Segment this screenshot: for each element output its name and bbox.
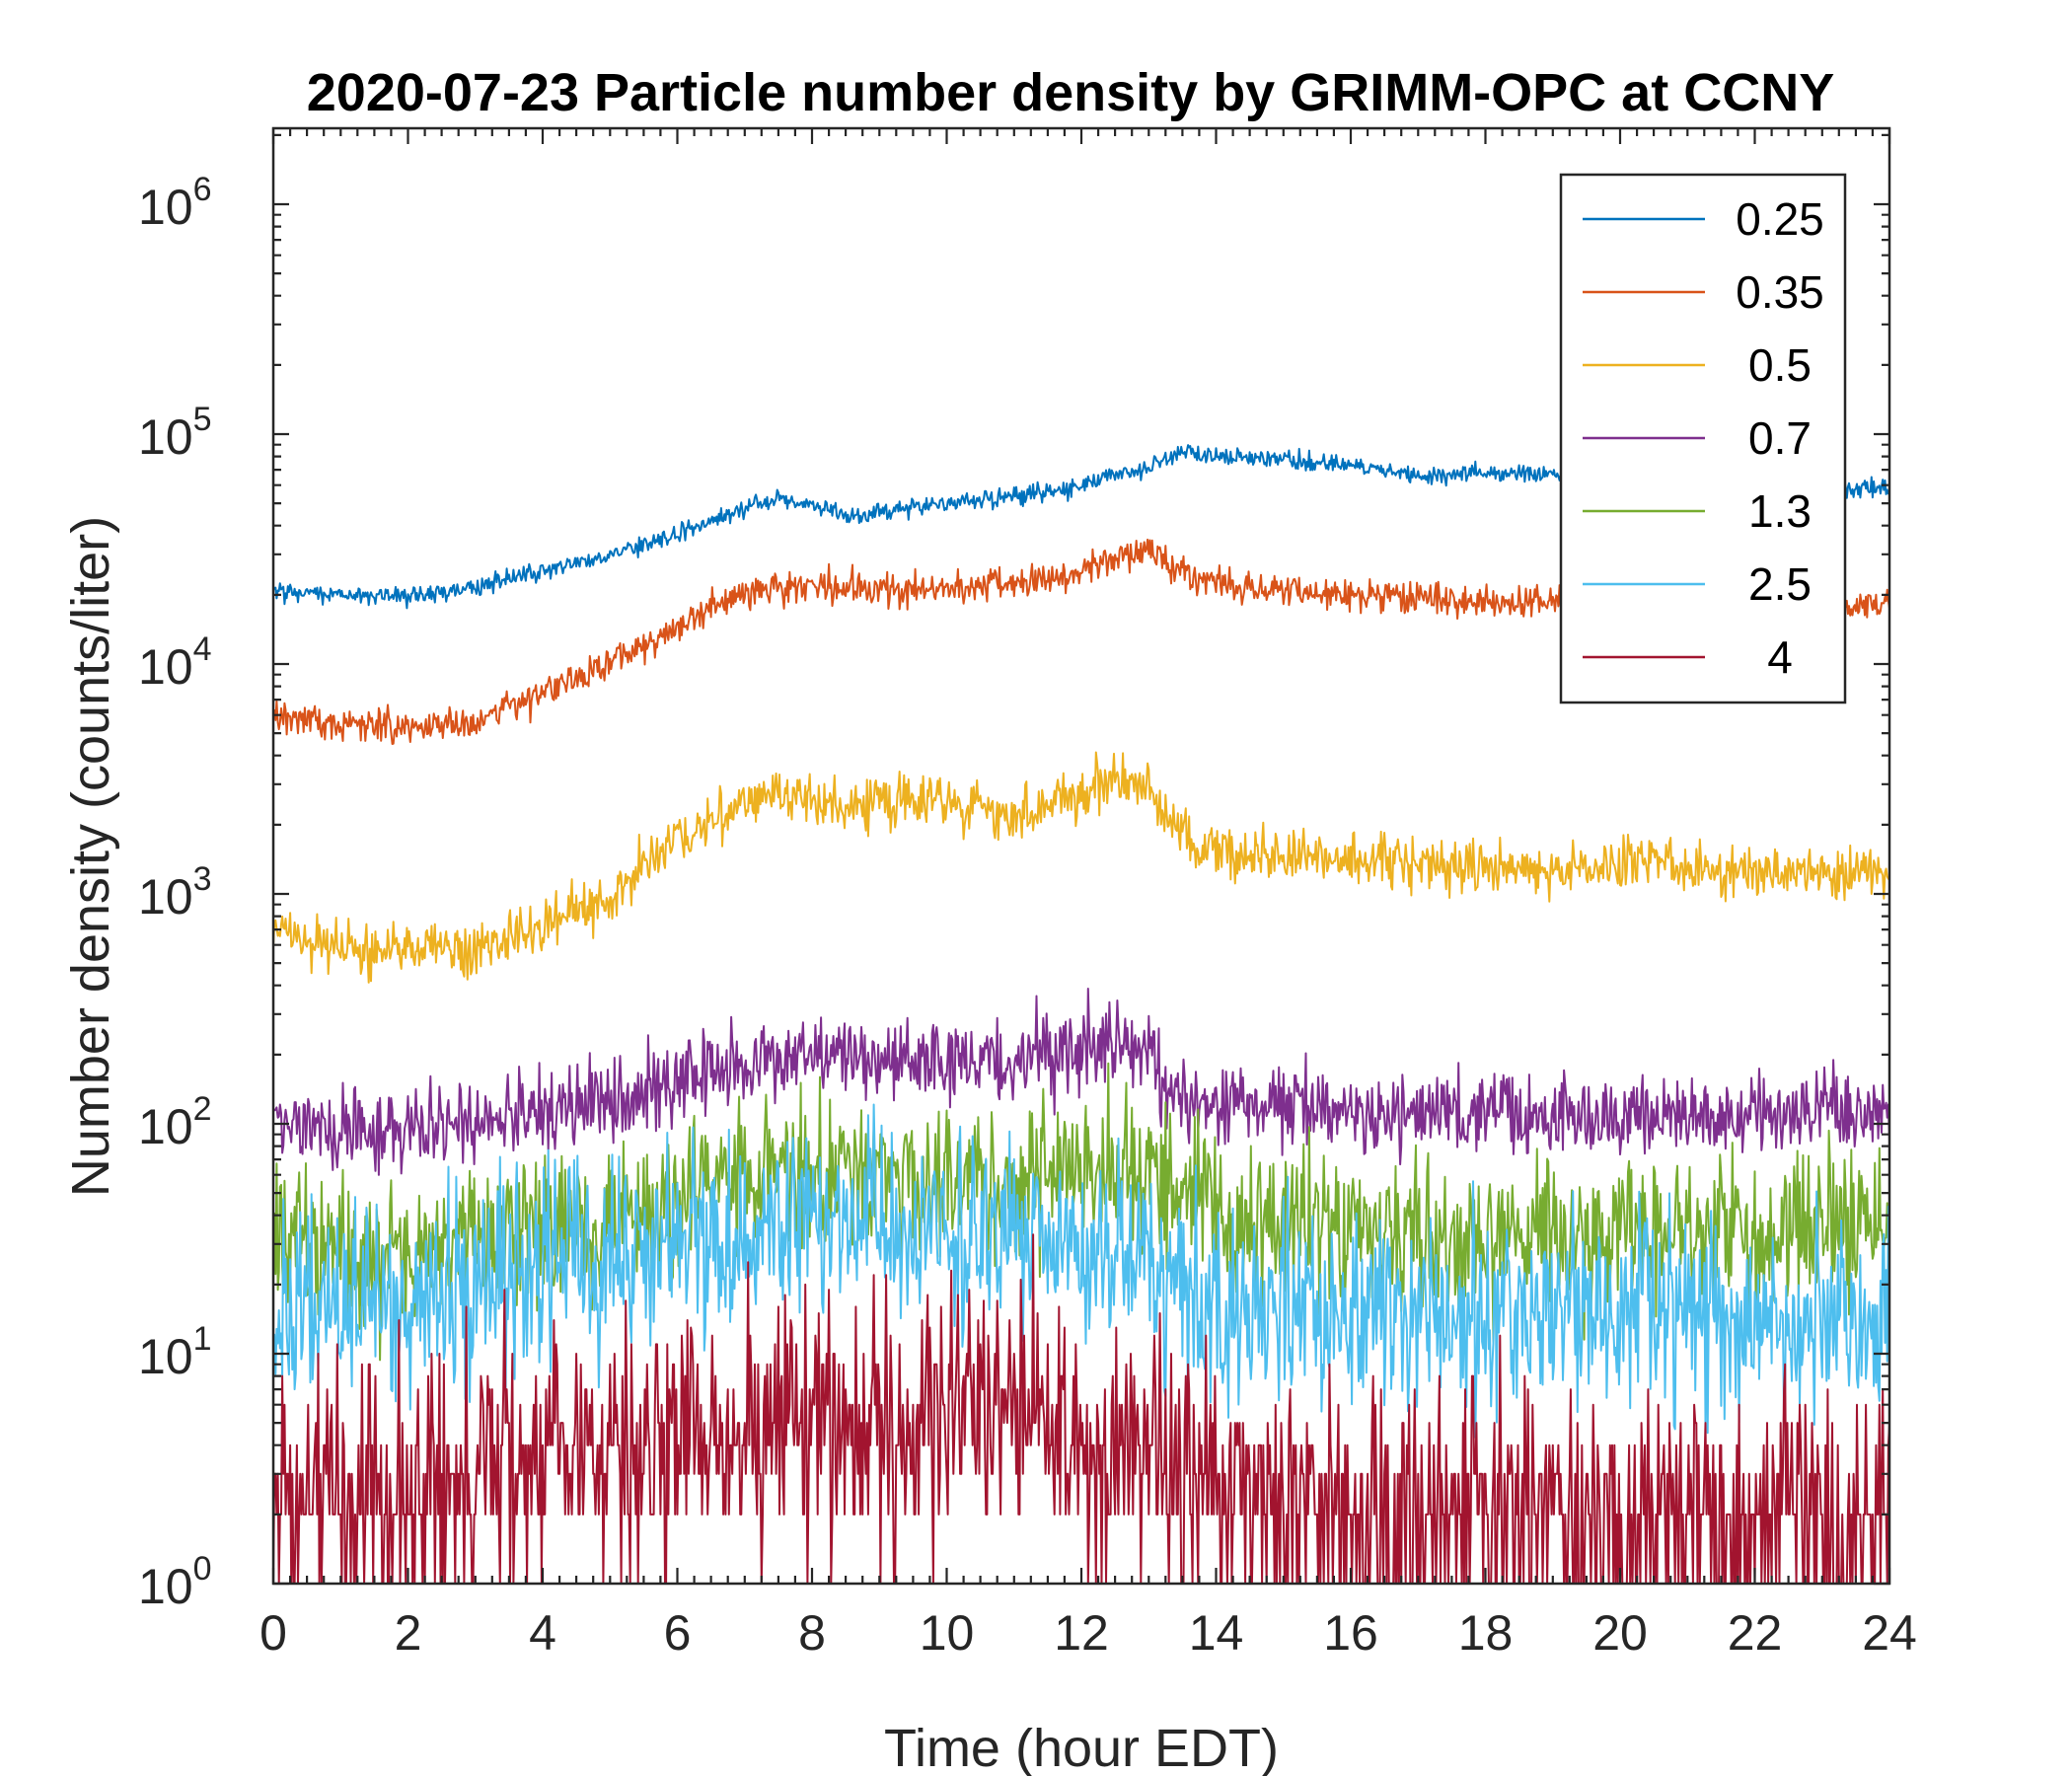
minor-ticks — [273, 128, 1889, 1584]
series-line-0.7 — [272, 988, 1890, 1176]
series-layer — [272, 444, 1890, 1585]
series-line-0.5 — [272, 751, 1890, 984]
y-tick-labels: 100 101 102 103 104 105 106 — [138, 171, 212, 1614]
y-tick-label: 101 — [138, 1320, 212, 1384]
legend-label-0.5: 0.5 — [1748, 339, 1812, 391]
legend: 0.25 0.35 0.5 0.7 1.3 2.5 4 — [1559, 173, 1847, 704]
y-tick-label: 104 — [138, 630, 212, 695]
y-tick-label: 103 — [138, 860, 212, 925]
x-tick-labels: 0 2 4 6 8 10 12 14 16 18 20 22 24 — [259, 1605, 1917, 1661]
legend-label-1.3: 1.3 — [1748, 485, 1812, 537]
x-tick-label: 8 — [798, 1605, 826, 1661]
x-tick-label: 2 — [395, 1605, 422, 1661]
y-tick-label: 102 — [138, 1090, 212, 1154]
y-axis-label: Number density (counts/liter) — [61, 516, 120, 1197]
y-tick-label: 106 — [138, 171, 212, 235]
legend-label-0.25: 0.25 — [1736, 193, 1824, 245]
x-tick-label: 0 — [259, 1605, 287, 1661]
x-tick-label: 14 — [1189, 1605, 1244, 1661]
x-tick-label: 6 — [664, 1605, 692, 1661]
legend-label-0.7: 0.7 — [1748, 412, 1812, 464]
legend-label-0.35: 0.35 — [1736, 266, 1824, 318]
major-ticks — [271, 128, 1891, 1586]
ticks-layer — [271, 128, 1891, 1586]
series-line-2.5 — [272, 1103, 1890, 1439]
chart-title: 2020-07-23 Particle number density by GR… — [307, 63, 1834, 122]
x-tick-label: 4 — [529, 1605, 556, 1661]
x-tick-label: 20 — [1592, 1605, 1648, 1661]
x-tick-label: 12 — [1054, 1605, 1109, 1661]
x-tick-label: 16 — [1323, 1605, 1378, 1661]
x-axis-label: Time (hour EDT) — [884, 1719, 1279, 1776]
y-tick-label: 100 — [138, 1550, 212, 1614]
x-tick-label: 22 — [1728, 1605, 1783, 1661]
x-tick-label: 18 — [1458, 1605, 1514, 1661]
x-tick-label: 24 — [1862, 1605, 1917, 1661]
y-tick-label: 105 — [138, 401, 212, 465]
legend-label-2.5: 2.5 — [1748, 558, 1812, 610]
x-tick-label: 10 — [920, 1605, 975, 1661]
legend-label-4: 4 — [1767, 631, 1793, 683]
